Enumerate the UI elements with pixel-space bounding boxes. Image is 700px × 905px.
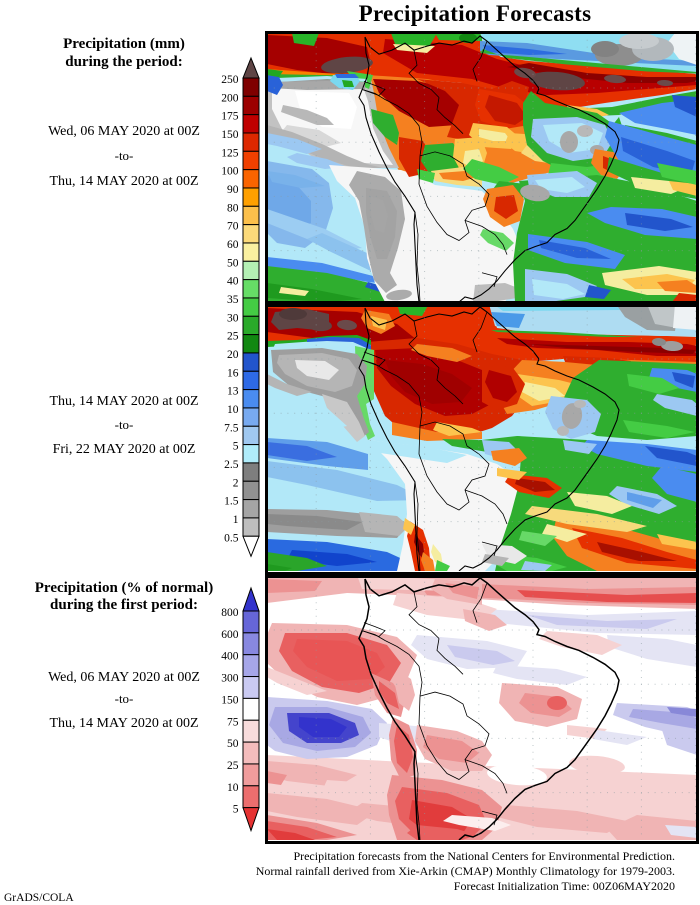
svg-text:200: 200 (221, 92, 239, 104)
svg-text:35: 35 (227, 294, 239, 306)
svg-text:1: 1 (233, 514, 239, 526)
svg-text:800: 800 (221, 607, 239, 619)
svg-text:150: 150 (221, 694, 239, 706)
svg-text:50: 50 (227, 257, 239, 269)
svg-text:25: 25 (227, 331, 239, 343)
svg-text:10: 10 (227, 404, 239, 416)
svg-text:150: 150 (221, 129, 239, 141)
svg-text:80: 80 (227, 202, 239, 214)
svg-text:2: 2 (233, 477, 239, 489)
svg-text:90: 90 (227, 184, 239, 196)
svg-text:13: 13 (227, 386, 239, 398)
svg-text:5: 5 (233, 441, 239, 453)
svg-text:400: 400 (221, 651, 239, 663)
svg-text:20: 20 (227, 349, 239, 361)
svg-text:5: 5 (233, 804, 239, 816)
svg-text:300: 300 (221, 673, 239, 685)
svg-text:7.5: 7.5 (224, 422, 239, 434)
svg-text:100: 100 (221, 166, 239, 178)
svg-text:70: 70 (227, 221, 239, 233)
svg-text:40: 40 (227, 276, 239, 288)
svg-text:75: 75 (227, 716, 239, 728)
svg-text:125: 125 (221, 147, 239, 159)
svg-text:16: 16 (227, 367, 239, 379)
svg-text:50: 50 (227, 738, 239, 750)
svg-text:10: 10 (227, 782, 239, 794)
svg-text:250: 250 (221, 74, 239, 86)
svg-text:30: 30 (227, 312, 239, 324)
svg-text:600: 600 (221, 629, 239, 641)
svg-text:2.5: 2.5 (224, 459, 239, 471)
svg-text:0.5: 0.5 (224, 532, 239, 544)
svg-text:175: 175 (221, 111, 239, 123)
svg-text:60: 60 (227, 239, 239, 251)
svg-text:25: 25 (227, 760, 239, 772)
svg-text:1.5: 1.5 (224, 496, 239, 508)
